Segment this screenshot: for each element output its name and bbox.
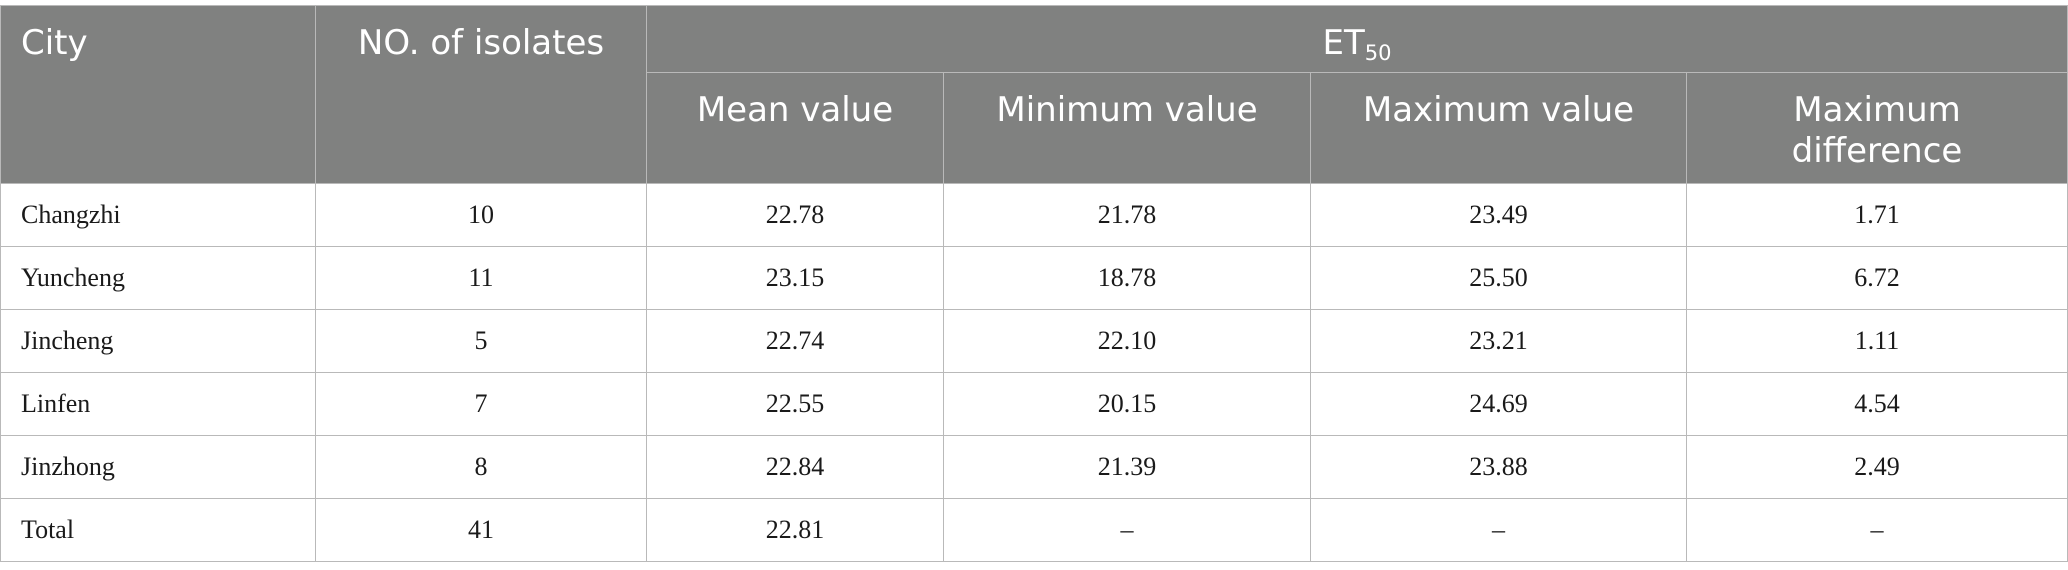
cell-min: 21.39: [943, 435, 1311, 499]
header-row-bottom: Mean value Minimum value Maximum value M…: [1, 72, 2068, 184]
cell-mean: 22.55: [646, 372, 944, 436]
cell-mean: 22.84: [646, 435, 944, 499]
cell-mean: 22.78: [646, 183, 944, 247]
cell-isolates: 8: [315, 435, 647, 499]
header-et50-main: ET: [1322, 23, 1365, 63]
cell-diff: 6.72: [1686, 246, 2068, 310]
cell-city: Linfen: [0, 372, 316, 436]
cell-city: Jincheng: [0, 309, 316, 373]
header-max-difference: Maximum difference: [1686, 72, 2068, 184]
table-header: City NO. of isolates ET50 Mean value Min…: [0, 5, 2068, 184]
table-row: Linfen 7 22.55 20.15 24.69 4.54: [0, 372, 2068, 436]
cell-max: –: [1310, 498, 1687, 562]
header-isolates: NO. of isolates: [315, 5, 647, 184]
cell-city: Changzhi: [0, 183, 316, 247]
cell-city: Yuncheng: [0, 246, 316, 310]
cell-max: 24.69: [1310, 372, 1687, 436]
cell-diff: 1.11: [1686, 309, 2068, 373]
cell-max: 23.88: [1310, 435, 1687, 499]
cell-city: Total: [0, 498, 316, 562]
header-max-difference-line2: difference: [1791, 131, 1963, 171]
table-row-total: Total 41 22.81 – – –: [0, 498, 2068, 562]
cell-min: 21.78: [943, 183, 1311, 247]
cell-min: 22.10: [943, 309, 1311, 373]
header-mean: Mean value: [646, 72, 944, 184]
header-minimum: Minimum value: [943, 72, 1311, 184]
header-max-difference-line1: Maximum: [1793, 90, 1961, 130]
cell-city: Jinzhong: [0, 435, 316, 499]
header-et50-subscript: 50: [1364, 41, 1392, 65]
cell-diff: –: [1686, 498, 2068, 562]
cell-isolates: 5: [315, 309, 647, 373]
table-row: Yuncheng 11 23.15 18.78 25.50 6.72: [0, 246, 2068, 310]
cell-max: 23.49: [1310, 183, 1687, 247]
cell-mean: 22.74: [646, 309, 944, 373]
cell-diff: 1.71: [1686, 183, 2068, 247]
header-row-top: City NO. of isolates ET50: [0, 5, 2068, 184]
cell-min: 20.15: [943, 372, 1311, 436]
table-row: Jincheng 5 22.74 22.10 23.21 1.11: [0, 309, 2068, 373]
cell-isolates: 11: [315, 246, 647, 310]
table-body: Changzhi 10 22.78 21.78 23.49 1.71 Yunch…: [0, 183, 2068, 562]
cell-isolates: 41: [315, 498, 647, 562]
et50-table: City NO. of isolates ET50 Mean value Min…: [0, 5, 2068, 562]
header-maximum: Maximum value: [1310, 72, 1687, 184]
cell-isolates: 7: [315, 372, 647, 436]
header-et50: ET50: [646, 5, 2068, 73]
cell-mean: 22.81: [646, 498, 944, 562]
cell-min: –: [943, 498, 1311, 562]
cell-diff: 4.54: [1686, 372, 2068, 436]
cell-min: 18.78: [943, 246, 1311, 310]
cell-diff: 2.49: [1686, 435, 2068, 499]
table-row: Changzhi 10 22.78 21.78 23.49 1.71: [0, 183, 2068, 247]
cell-isolates: 10: [315, 183, 647, 247]
cell-max: 23.21: [1310, 309, 1687, 373]
header-city: City: [0, 5, 316, 184]
cell-mean: 23.15: [646, 246, 944, 310]
table-row: Jinzhong 8 22.84 21.39 23.88 2.49: [0, 435, 2068, 499]
cell-max: 25.50: [1310, 246, 1687, 310]
